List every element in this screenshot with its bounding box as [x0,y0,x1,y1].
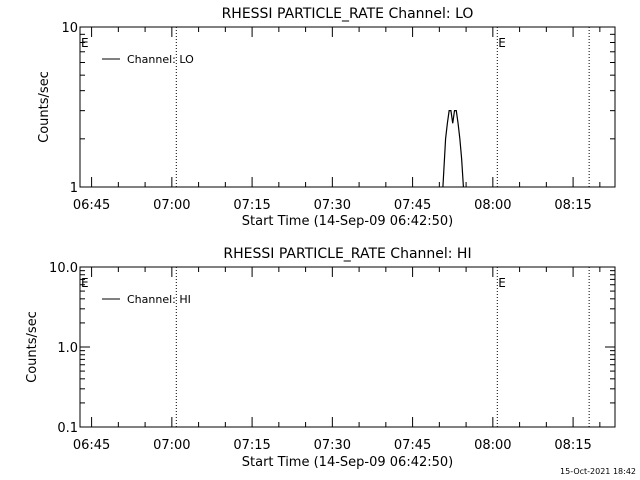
legend-entry: Channel: LO [127,53,194,66]
legend-entry: Channel: HI [127,293,191,306]
event-marker-label: E [498,276,506,290]
y-tick-label: 1.0 [57,341,78,356]
chart-title: RHESSI PARTICLE_RATE Channel: HI [223,246,471,262]
x-tick-label: 07:15 [233,438,270,453]
x-tick-label: 06:45 [73,198,110,213]
footer-timestamp: 15-Oct-2021 18:42 [560,467,636,476]
chart-panel-2: RHESSI PARTICLE_RATE Channel: HI 0.1 1.0 10… [25,246,616,470]
event-marker-label: E [498,36,506,50]
x-tick-label: 07:30 [314,198,351,213]
x-tick-label: 08:00 [474,438,511,453]
x-tick-label: 07:00 [153,198,190,213]
chart-panel-1: RHESSI PARTICLE_RATE Channel: LO 1 10 Count… [37,6,616,229]
x-tick-label: 07:00 [153,438,190,453]
x-axis-label: Start Time (14-Sep-09 06:42:50) [242,455,453,470]
y-tick-label: 10 [61,21,78,36]
y-tick-label: 0.1 [57,421,78,436]
x-tick-label: 07:45 [394,198,431,213]
series-line-channel-lo [442,110,465,188]
x-tick-label: 07:15 [233,198,270,213]
x-tick-label: 07:45 [394,438,431,453]
x-tick-label: 08:15 [554,438,591,453]
x-tick-label: 06:45 [73,438,110,453]
event-marker-label: E [81,36,89,50]
y-tick-label: 1 [70,181,78,196]
y-tick-label: 10.0 [49,261,78,276]
x-tick-label: 07:30 [314,438,351,453]
event-marker-label: E [81,276,89,290]
plot-frame [79,26,616,188]
x-tick-label: 08:15 [554,198,591,213]
chart-title: RHESSI PARTICLE_RATE Channel: LO [222,6,474,22]
plot-frame [79,266,616,428]
y-axis-label: Counts/sec [37,71,52,143]
x-axis-label: Start Time (14-Sep-09 06:42:50) [242,214,453,229]
x-tick-label: 08:00 [474,198,511,213]
y-axis-label: Counts/sec [25,311,40,383]
